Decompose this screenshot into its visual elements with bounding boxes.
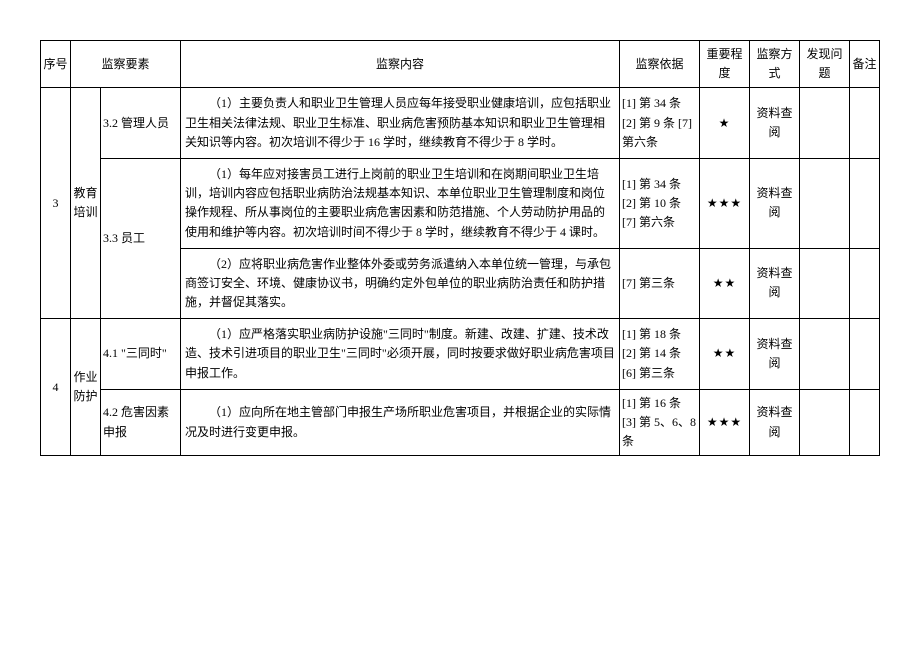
col-issue: 发现问题 [800, 41, 850, 88]
col-element: 监察要素 [71, 41, 181, 88]
note-cell [850, 248, 880, 319]
note-cell [850, 88, 880, 159]
seq-cell: 4 [41, 319, 71, 456]
table-row: 4.2 危害因素申报 （1）应向所在地主管部门申报生产场所职业危害项目，并根据企… [41, 389, 880, 456]
basis-cell: [7] 第三条 [620, 248, 700, 319]
basis-cell: [1] 第 34 条 [2] 第 10 条 [7] 第六条 [620, 158, 700, 248]
issue-cell [800, 389, 850, 456]
method-cell: 资料查阅 [750, 88, 800, 159]
table-header-row: 序号 监察要素 监察内容 监察依据 重要程度 监察方式 发现问题 备注 [41, 41, 880, 88]
note-cell [850, 389, 880, 456]
method-cell: 资料查阅 [750, 319, 800, 390]
issue-cell [800, 248, 850, 319]
sub-cell: 4.1 "三同时" [101, 319, 181, 390]
col-method: 监察方式 [750, 41, 800, 88]
importance-cell: ★★ [700, 319, 750, 390]
method-cell: 资料查阅 [750, 158, 800, 248]
col-importance: 重要程度 [700, 41, 750, 88]
importance-cell: ★★★ [700, 389, 750, 456]
content-cell: （1）每年应对接害员工进行上岗前的职业卫生培训和在岗期间职业卫生培训，培训内容应… [181, 158, 620, 248]
importance-cell: ★ [700, 88, 750, 159]
content-cell: （1）应严格落实职业病防护设施"三同时"制度。新建、改建、扩建、技术改造、技术引… [181, 319, 620, 390]
content-cell: （1）主要负责人和职业卫生管理人员应每年接受职业健康培训，应包括职业卫生相关法律… [181, 88, 620, 159]
basis-cell: [1] 第 18 条 [2] 第 14 条 [6] 第三条 [620, 319, 700, 390]
issue-cell [800, 158, 850, 248]
element-cell: 教育培训 [71, 88, 101, 319]
method-cell: 资料查阅 [750, 389, 800, 456]
sub-cell: 4.2 危害因素申报 [101, 389, 181, 456]
method-cell: 资料查阅 [750, 248, 800, 319]
issue-cell [800, 319, 850, 390]
note-cell [850, 158, 880, 248]
basis-cell: [1] 第 16 条 [3] 第 5、6、8 条 [620, 389, 700, 456]
col-note: 备注 [850, 41, 880, 88]
table-body: 3 教育培训 3.2 管理人员 （1）主要负责人和职业卫生管理人员应每年接受职业… [41, 88, 880, 456]
content-cell: （2）应将职业病危害作业整体外委或劳务派遣纳入本单位统一管理，与承包商签订安全、… [181, 248, 620, 319]
col-content: 监察内容 [181, 41, 620, 88]
importance-cell: ★★★ [700, 158, 750, 248]
seq-cell: 3 [41, 88, 71, 319]
sub-cell: 3.3 员工 [101, 158, 181, 318]
issue-cell [800, 88, 850, 159]
col-basis: 监察依据 [620, 41, 700, 88]
note-cell [850, 319, 880, 390]
col-seq: 序号 [41, 41, 71, 88]
sub-cell: 3.2 管理人员 [101, 88, 181, 159]
table-row: 4 作业防护 4.1 "三同时" （1）应严格落实职业病防护设施"三同时"制度。… [41, 319, 880, 390]
table-row: 3.3 员工 （1）每年应对接害员工进行上岗前的职业卫生培训和在岗期间职业卫生培… [41, 158, 880, 248]
basis-cell: [1] 第 34 条 [2] 第 9 条 [7] 第六条 [620, 88, 700, 159]
inspection-table: 序号 监察要素 监察内容 监察依据 重要程度 监察方式 发现问题 备注 3 教育… [40, 40, 880, 456]
importance-cell: ★★ [700, 248, 750, 319]
table-row: 3 教育培训 3.2 管理人员 （1）主要负责人和职业卫生管理人员应每年接受职业… [41, 88, 880, 159]
content-cell: （1）应向所在地主管部门申报生产场所职业危害项目，并根据企业的实际情况及时进行变… [181, 389, 620, 456]
element-cell: 作业防护 [71, 319, 101, 456]
